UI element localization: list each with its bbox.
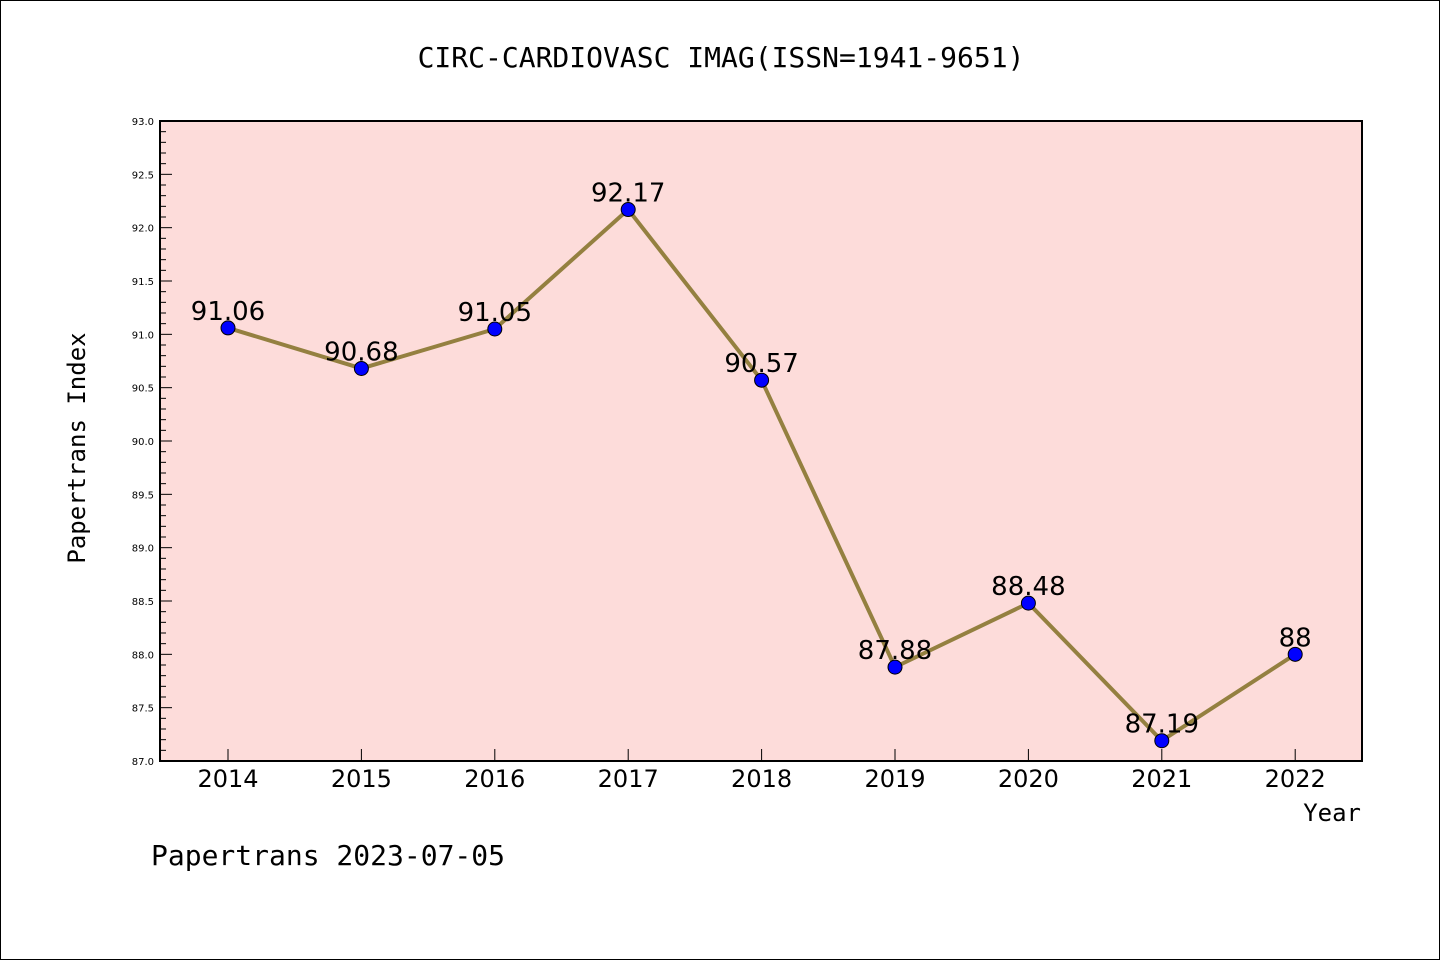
data-label: 92.17 bbox=[591, 179, 665, 209]
y-tick-label: 90.5 bbox=[132, 384, 154, 395]
data-label: 88.48 bbox=[991, 572, 1065, 602]
x-axis-label: Year bbox=[1303, 799, 1361, 827]
x-tick-label: 2022 bbox=[1265, 765, 1326, 793]
data-label: 90.68 bbox=[324, 337, 398, 367]
data-point bbox=[1287, 646, 1303, 662]
y-tick-label: 87.5 bbox=[132, 704, 154, 715]
x-tick-label: 2018 bbox=[731, 765, 792, 793]
data-label: 91.05 bbox=[458, 298, 532, 328]
y-tick-label: 88.5 bbox=[132, 597, 154, 608]
data-label: 91.06 bbox=[191, 297, 265, 327]
x-tick-label: 2016 bbox=[464, 765, 525, 793]
data-point bbox=[887, 659, 903, 675]
x-tick-label: 2021 bbox=[1131, 765, 1192, 793]
chart-title: CIRC-CARDIOVASC IMAG(ISSN=1941-9651) bbox=[418, 41, 1025, 74]
data-label-layer: 91.06 90.68 91.05 92.17 90.57 87.88 88.48 87.19… bbox=[191, 179, 1312, 740]
x-axis: 2014 2015 2016 2017 2018 2019 2020 2021 2022 bbox=[197, 749, 1326, 793]
y-tick-label: 89.0 bbox=[132, 544, 154, 555]
x-tick-label: 2017 bbox=[598, 765, 659, 793]
y-tick-label: 87.0 bbox=[132, 757, 154, 768]
data-label: 87.88 bbox=[858, 636, 932, 666]
data-label: 90.57 bbox=[724, 349, 798, 379]
data-label: 88 bbox=[1279, 623, 1312, 653]
x-tick-label: 2014 bbox=[197, 765, 258, 793]
y-tick-label: 89.5 bbox=[132, 490, 154, 501]
data-point bbox=[1154, 733, 1170, 749]
x-tick-label: 2015 bbox=[331, 765, 392, 793]
data-point bbox=[487, 321, 503, 337]
footer-text: Papertrans 2023-07-05 bbox=[151, 839, 505, 872]
y-tick-label: 91.5 bbox=[132, 277, 154, 288]
data-point bbox=[220, 320, 236, 336]
y-tick-label: 91.0 bbox=[132, 330, 154, 341]
data-point bbox=[353, 360, 369, 376]
y-tick-label: 90.0 bbox=[132, 437, 154, 448]
y-tick-label: 92.5 bbox=[132, 170, 154, 181]
y-tick-label: 93.0 bbox=[132, 117, 154, 128]
x-tick-label: 2019 bbox=[864, 765, 925, 793]
x-tick-label: 2020 bbox=[998, 765, 1059, 793]
data-label: 87.19 bbox=[1125, 710, 1199, 740]
series-layer bbox=[220, 202, 1303, 749]
plot-area bbox=[159, 120, 1363, 762]
y-axis: 87.0 87.5 88.0 88.5 89.0 89.5 90.0 90.5 91.0 91.5… bbox=[132, 117, 172, 768]
data-point bbox=[1020, 595, 1036, 611]
y-tick-label: 92.0 bbox=[132, 224, 154, 235]
data-point bbox=[754, 372, 770, 388]
data-point bbox=[620, 202, 636, 218]
y-axis-label: Papertrans Index bbox=[63, 332, 91, 563]
y-tick-label: 88.0 bbox=[132, 650, 154, 661]
